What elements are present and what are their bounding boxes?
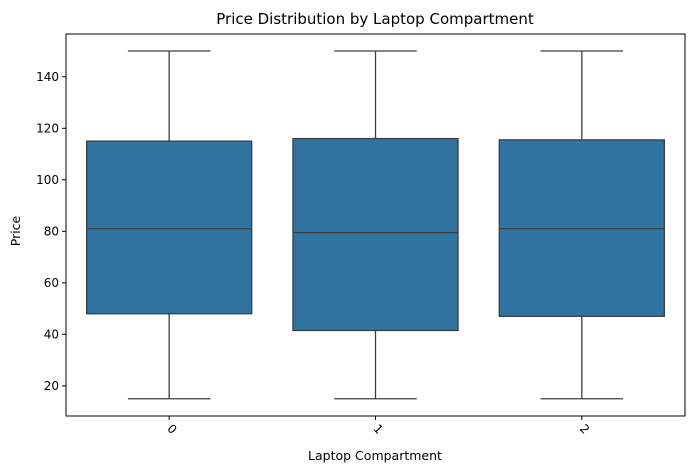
box-1: [292, 50, 459, 400]
iqr-box: [85, 140, 253, 315]
y-tick-label: 100: [36, 173, 59, 187]
y-axis: 20 40 60 80 100 120 140: [36, 70, 66, 393]
y-tick-label: 60: [44, 276, 59, 290]
y-axis-label: Price: [8, 215, 23, 246]
y-tick-label: 80: [44, 224, 59, 238]
x-axis-label: Laptop Compartment: [308, 448, 442, 463]
y-tick-label: 140: [36, 70, 59, 84]
iqr-box: [292, 137, 459, 332]
plot-area: [85, 50, 666, 400]
x-tick-label: 0: [164, 422, 179, 437]
x-tick-label: 2: [577, 422, 592, 437]
box-2: [498, 50, 666, 400]
box-0: [85, 50, 253, 400]
x-axis: 0 1 2: [164, 416, 592, 437]
y-tick-label: 120: [36, 121, 59, 135]
chart-title: Price Distribution by Laptop Compartment: [216, 10, 534, 28]
x-tick-label: 1: [371, 422, 386, 437]
y-tick-label: 40: [44, 327, 59, 341]
y-tick-label: 20: [44, 379, 59, 393]
